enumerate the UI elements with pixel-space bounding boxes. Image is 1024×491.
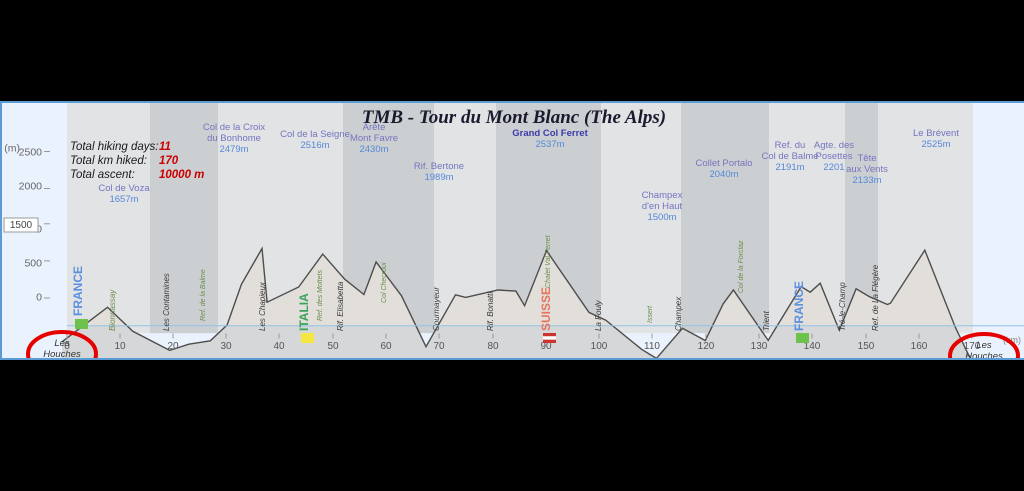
svg-text:Collet Portalo: Collet Portalo [695, 158, 752, 169]
svg-text:60: 60 [380, 341, 392, 352]
svg-text:110: 110 [644, 341, 660, 352]
svg-text:20: 20 [167, 341, 179, 352]
svg-text:Arête: Arête [363, 122, 386, 133]
svg-text:Rif. Bonatti: Rif. Bonatti [486, 292, 495, 331]
svg-text:Houches: Houches [43, 349, 81, 360]
svg-text:10: 10 [114, 341, 126, 352]
svg-text:170: 170 [159, 155, 179, 167]
svg-text:Posettes: Posettes [816, 151, 853, 162]
svg-text:FRANCE: FRANCE [71, 266, 85, 316]
svg-text:150: 150 [858, 341, 875, 352]
svg-text:Agte. des: Agte. des [814, 140, 854, 151]
svg-text:500: 500 [24, 258, 42, 270]
svg-text:Houches: Houches [965, 351, 1003, 360]
svg-text:2430m: 2430m [359, 144, 388, 155]
svg-text:2537m: 2537m [535, 139, 564, 150]
svg-text:2133m: 2133m [852, 175, 881, 186]
svg-text:10000 m: 10000 m [159, 169, 204, 181]
svg-text:Champex: Champex [642, 190, 683, 201]
svg-text:Rif. Bertone: Rif. Bertone [414, 161, 464, 172]
svg-text:Ref. du: Ref. du [775, 140, 806, 151]
svg-text:120: 120 [698, 341, 715, 352]
svg-text:80: 80 [487, 341, 499, 352]
svg-text:Grand Col Ferret: Grand Col Ferret [512, 128, 588, 139]
svg-text:2040m: 2040m [709, 169, 738, 180]
svg-text:Total ascent:: Total ascent: [70, 169, 135, 181]
svg-text:Tré-le-Champ: Tré-le-Champ [838, 282, 847, 331]
svg-text:1500m: 1500m [647, 212, 676, 223]
svg-text:100: 100 [591, 341, 608, 352]
svg-text:Les: Les [976, 340, 992, 351]
svg-text:Col de la Seigne: Col de la Seigne [280, 129, 350, 140]
svg-text:Le Brévent: Le Brévent [913, 128, 959, 139]
svg-text:Rif. Elisabetta: Rif. Elisabetta [336, 281, 345, 331]
svg-text:160: 160 [911, 341, 928, 352]
svg-text:2000: 2000 [19, 181, 43, 193]
svg-text:TMB - Tour du Mont Blanc (The: TMB - Tour du Mont Blanc (The Alps) [362, 107, 666, 128]
svg-text:30: 30 [220, 341, 232, 352]
svg-text:2525m: 2525m [921, 139, 950, 150]
svg-text:ITALIA: ITALIA [297, 293, 311, 331]
svg-text:Courmayeur: Courmayeur [432, 287, 441, 331]
svg-text:(m): (m) [4, 143, 20, 155]
svg-text:FRANCE: FRANCE [792, 281, 806, 331]
svg-text:0: 0 [36, 292, 42, 304]
svg-text:d'en Haut: d'en Haut [642, 201, 683, 212]
svg-text:Col Checroui: Col Checroui [381, 262, 388, 303]
svg-text:Ref. de la Balme: Ref. de la Balme [200, 269, 207, 321]
svg-text:2479m: 2479m [219, 144, 248, 155]
svg-text:50: 50 [327, 341, 339, 352]
svg-text:Bionnassay: Bionnassay [108, 289, 117, 331]
svg-text:Mont Favre: Mont Favre [350, 133, 398, 144]
svg-text:Col de Balme: Col de Balme [761, 151, 818, 162]
svg-text:Ref. des Mottets: Ref. des Mottets [317, 270, 324, 321]
svg-text:130: 130 [751, 341, 768, 352]
svg-text:2516m: 2516m [300, 140, 329, 151]
svg-text:Les: Les [54, 338, 70, 349]
svg-text:1500: 1500 [10, 220, 33, 231]
svg-text:2201: 2201 [823, 162, 844, 173]
svg-text:2191m: 2191m [775, 162, 804, 173]
svg-text:Col de la Forclaz: Col de la Forclaz [738, 240, 745, 293]
svg-text:Champex: Champex [674, 296, 683, 331]
svg-text:Les Chapieux: Les Chapieux [258, 281, 267, 331]
svg-text:Tête: Tête [857, 153, 876, 164]
svg-text:Chalet Val Ferret: Chalet Val Ferret [545, 234, 552, 288]
svg-text:Total hiking days:: Total hiking days: [70, 141, 158, 153]
svg-text:La Fouly: La Fouly [594, 299, 603, 331]
svg-text:70: 70 [433, 341, 445, 352]
svg-text:2500: 2500 [19, 147, 43, 159]
svg-text:Col de Voza: Col de Voza [98, 183, 150, 194]
svg-text:Les Contamines: Les Contamines [162, 273, 171, 331]
svg-text:Ref. de La Flégère: Ref. de La Flégère [871, 264, 880, 331]
svg-text:Trient: Trient [762, 310, 771, 331]
svg-text:1989m: 1989m [424, 172, 453, 183]
svg-text:Total km hiked:: Total km hiked: [70, 155, 147, 167]
svg-text:1657m: 1657m [109, 194, 138, 205]
svg-text:du Bonhome: du Bonhome [207, 133, 261, 144]
svg-text:11: 11 [159, 141, 171, 153]
svg-text:Issert: Issert [647, 305, 654, 323]
svg-text:SUISSE: SUISSE [539, 287, 553, 331]
svg-text:aux Vents: aux Vents [846, 164, 888, 175]
svg-text:40: 40 [273, 341, 285, 352]
svg-text:Col de la Croix: Col de la Croix [203, 122, 266, 133]
